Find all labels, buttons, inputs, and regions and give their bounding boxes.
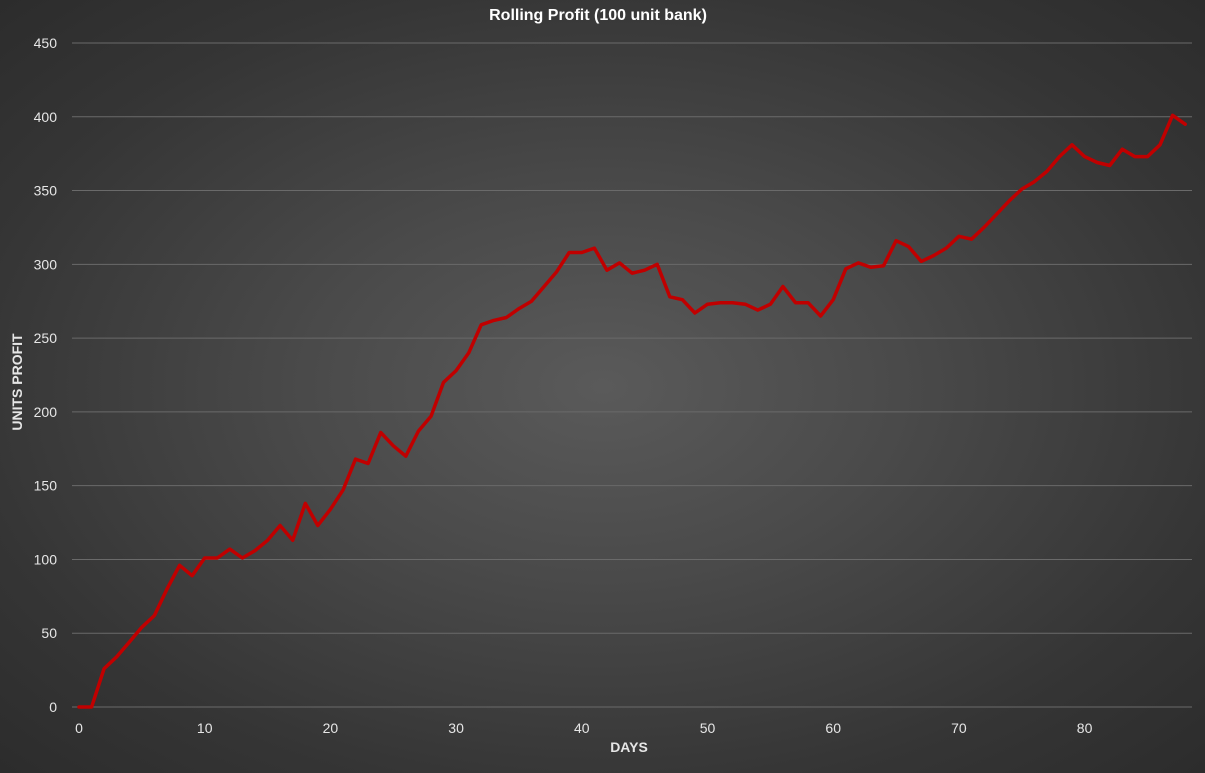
y-tick-label: 450 <box>34 35 58 51</box>
x-tick-label: 0 <box>75 720 83 736</box>
y-tick-label: 250 <box>34 330 58 346</box>
x-tick-label: 10 <box>197 720 213 736</box>
x-tick-label: 20 <box>323 720 339 736</box>
x-axis-ticks: 0 10 20 30 40 50 60 70 80 <box>75 720 1092 736</box>
gridlines <box>72 42 1192 708</box>
x-tick-label: 60 <box>825 720 841 736</box>
chart-title: Rolling Profit (100 unit bank) <box>489 7 707 24</box>
series-line <box>77 113 1187 709</box>
x-axis-title: DAYS <box>610 739 648 755</box>
y-axis-title: UNITS PROFIT <box>9 333 25 431</box>
x-tick-label: 30 <box>448 720 464 736</box>
x-tick-label: 40 <box>574 720 590 736</box>
series-group <box>77 113 1187 709</box>
y-tick-label: 0 <box>49 699 57 715</box>
x-tick-label: 80 <box>1077 720 1093 736</box>
y-tick-label: 50 <box>41 625 57 641</box>
y-tick-label: 400 <box>34 109 58 125</box>
y-tick-label: 150 <box>34 478 58 494</box>
x-tick-label: 70 <box>951 720 967 736</box>
y-tick-label: 300 <box>34 256 58 272</box>
y-tick-label: 200 <box>34 404 58 420</box>
y-tick-label: 100 <box>34 551 58 567</box>
x-tick-label: 50 <box>700 720 716 736</box>
y-tick-label: 350 <box>34 183 58 199</box>
y-axis-ticks: 0 50 100 150 200 250 300 350 400 450 <box>34 35 58 715</box>
